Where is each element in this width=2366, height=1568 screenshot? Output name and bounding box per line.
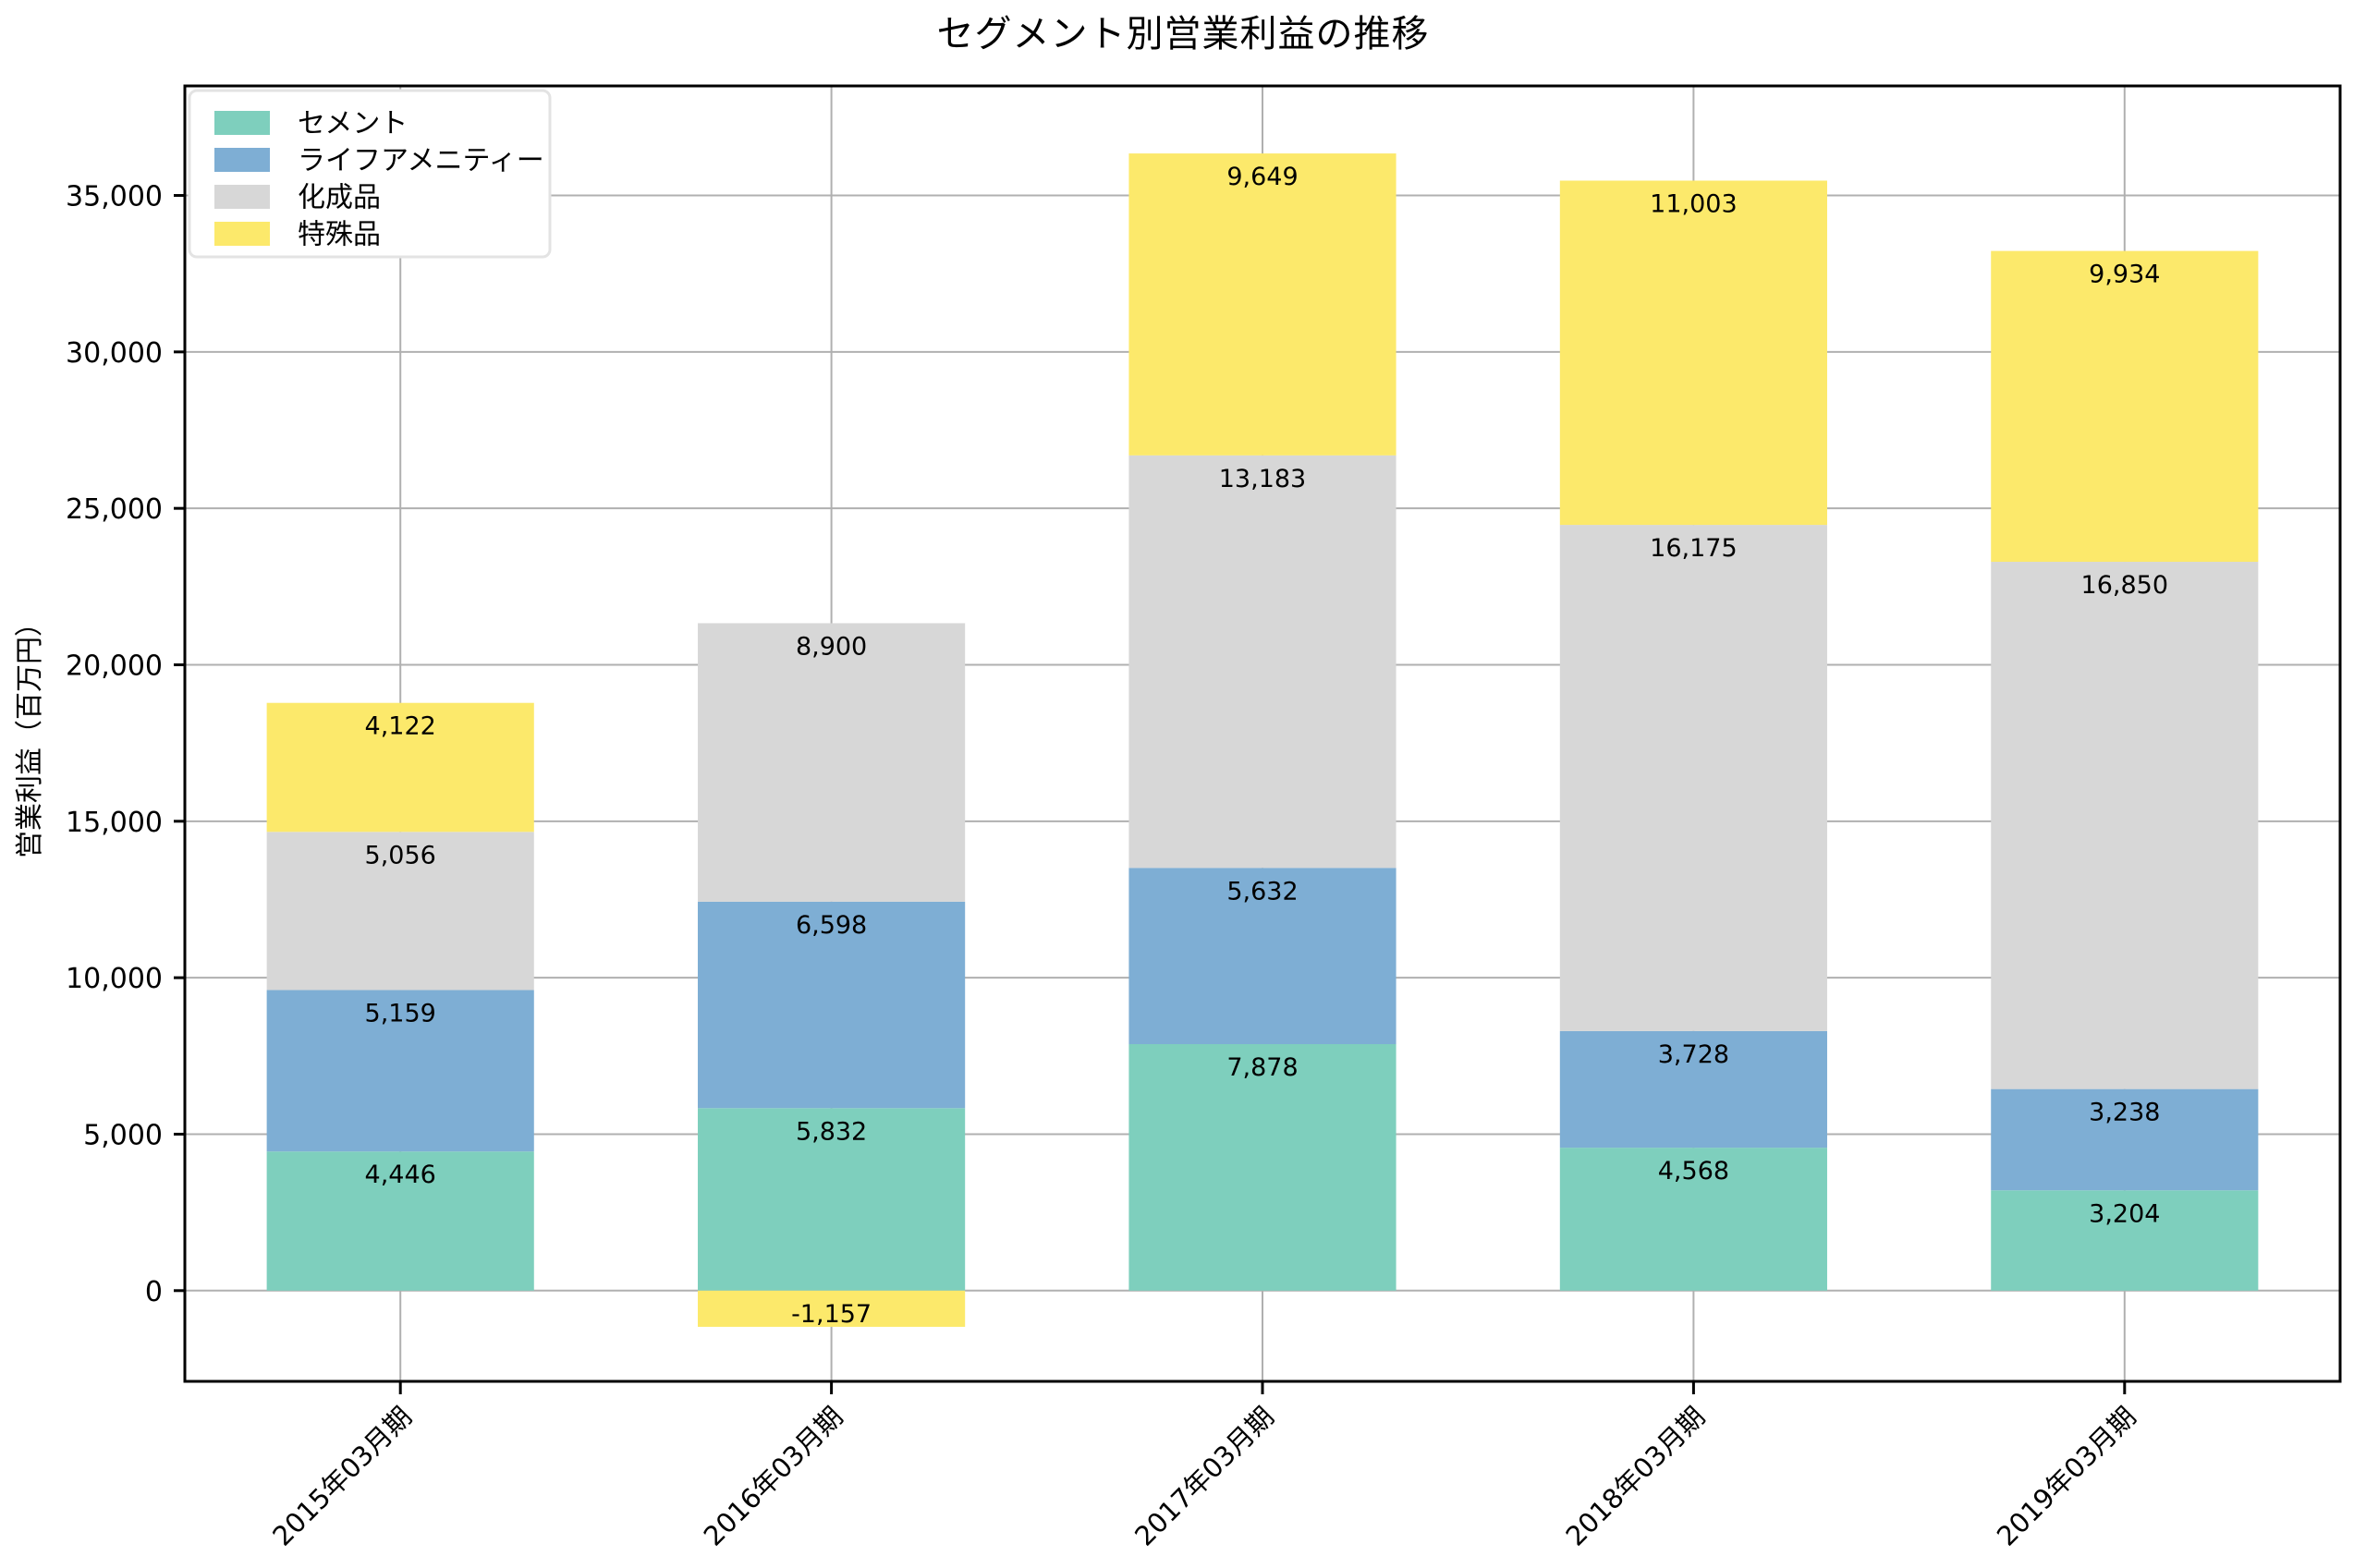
- y-tick-label: 10,000: [66, 963, 163, 995]
- bar-segment-1-2: [1128, 868, 1396, 1045]
- bar-segment-3-1: [698, 1290, 966, 1327]
- bar-segment-3-3: [1559, 180, 1827, 526]
- x-tick-label: 2015年03月期: [266, 1401, 418, 1552]
- bar-value-label: 5,159: [365, 1000, 436, 1028]
- legend-label-1[interactable]: ライフアメニティー: [298, 145, 544, 177]
- bar-value-label: 7,878: [1226, 1053, 1298, 1082]
- bar-value-label: 9,649: [1226, 163, 1298, 191]
- bar-segment-0-1: [698, 1108, 966, 1291]
- y-tick-label: 35,000: [66, 181, 163, 213]
- bar-value-label: 8,900: [796, 632, 867, 661]
- legend-box: [188, 89, 552, 259]
- y-tick-label: 30,000: [66, 337, 163, 370]
- bar-segment-2-0: [266, 832, 534, 991]
- bar-segment-1-0: [266, 990, 534, 1152]
- x-tick-label: 2016年03月期: [698, 1401, 849, 1552]
- y-axis-title: 営業利益（百万円）: [14, 609, 46, 858]
- bar-value-label: 11,003: [1650, 189, 1737, 218]
- bar-value-label: 6,598: [796, 911, 867, 940]
- bar-value-label: 4,446: [365, 1161, 436, 1189]
- bar-segment-0-2: [1128, 1044, 1396, 1291]
- bar-segment-1-4: [1991, 1088, 2259, 1191]
- legend-swatch-3[interactable]: [214, 222, 270, 246]
- legend-label-3[interactable]: 特殊品: [298, 219, 381, 251]
- page-title: セグメント別営業利益の推移: [936, 13, 1430, 55]
- bar-value-label: 9,934: [2089, 261, 2160, 289]
- bar-segment-2-4: [1991, 562, 2259, 1089]
- x-tick-label: 2017年03月期: [1128, 1401, 1280, 1552]
- bar-value-label: 5,832: [796, 1117, 867, 1146]
- bar-value-label: 3,728: [1658, 1040, 1729, 1069]
- legend-swatch-1[interactable]: [214, 148, 270, 172]
- bar-segment-1-3: [1559, 1030, 1827, 1149]
- bars-group: [266, 153, 2259, 1327]
- bar-value-label: 5,056: [365, 841, 436, 869]
- bar-segment-0-3: [1559, 1148, 1827, 1291]
- bar-segment-0-4: [1991, 1190, 2259, 1291]
- bar-value-label: -1,157: [791, 1300, 872, 1329]
- legend-label-2[interactable]: 化成品: [298, 182, 381, 214]
- y-axis: 0 5,000 10,000 15,000 20,000 25,000 30,000 35,0…: [66, 181, 185, 1308]
- y-tick-label: 0: [145, 1276, 163, 1308]
- bar-value-labels: 4,446 5,159 5,056 4,122 5,832 6,598 8,900 -1,15…: [365, 163, 2168, 1329]
- bar-segment-0-0: [266, 1151, 534, 1291]
- bar-segment-1-1: [698, 901, 966, 1109]
- bar-segment-3-0: [266, 702, 534, 833]
- bar-segment-2-1: [698, 623, 966, 902]
- legend-swatch-0[interactable]: [214, 111, 270, 135]
- bar-value-label: 4,568: [1658, 1157, 1729, 1185]
- legend-swatch-2[interactable]: [214, 185, 270, 209]
- y-tick-label: 5,000: [83, 1119, 163, 1151]
- bar-segment-2-3: [1559, 525, 1827, 1031]
- bar-value-label: 16,850: [2081, 571, 2168, 600]
- bar-value-label: 4,122: [365, 712, 436, 741]
- bar-segment-3-2: [1128, 153, 1396, 456]
- bar-segment-2-2: [1128, 455, 1396, 869]
- bar-value-label: 5,632: [1226, 877, 1298, 906]
- x-tick-label: 2019年03月期: [1991, 1401, 2142, 1552]
- y-tick-label: 15,000: [66, 807, 163, 839]
- bar-segment-3-4: [1991, 250, 2259, 563]
- x-tick-label: 2018年03月期: [1559, 1401, 1711, 1552]
- bar-value-label: 13,183: [1219, 465, 1306, 493]
- y-tick-label: 25,000: [66, 493, 163, 526]
- legend-label-0[interactable]: セメント: [298, 108, 408, 140]
- bar-value-label: 16,175: [1650, 534, 1737, 563]
- bar-value-label: 3,204: [2089, 1199, 2160, 1228]
- bar-value-label: 3,238: [2089, 1099, 2160, 1127]
- y-tick-label: 20,000: [66, 650, 163, 682]
- x-axis: 2015年03月期 2016年03月期 2017年03月期 2018年03月期 2019…: [266, 1381, 2142, 1552]
